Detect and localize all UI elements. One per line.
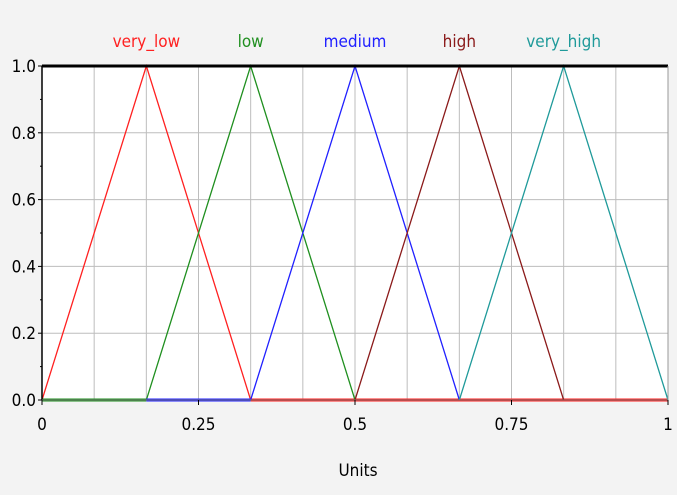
x-tick-label: 1 bbox=[663, 415, 673, 435]
y-axis-ticks: 0.0 0.2 0.4 0.6 0.8 1.0 bbox=[12, 57, 42, 411]
y-tick-label: 1.0 bbox=[12, 57, 36, 77]
legend-item-high: high bbox=[443, 32, 476, 52]
y-tick-label: 0.8 bbox=[12, 124, 36, 144]
legend-item-medium: medium bbox=[324, 32, 387, 52]
x-tick-label: 0 bbox=[37, 415, 47, 435]
x-axis-label: Units bbox=[338, 461, 377, 481]
x-tick-label: 0.25 bbox=[181, 415, 215, 435]
x-tick-label: 0.75 bbox=[494, 415, 528, 435]
legend-item-very_low: very_low bbox=[113, 32, 181, 52]
legend: very_low low medium high very_high bbox=[113, 32, 601, 52]
y-tick-label: 0.0 bbox=[12, 391, 36, 411]
y-tick-label: 0.6 bbox=[12, 191, 36, 211]
legend-item-low: low bbox=[238, 32, 264, 52]
x-axis-ticks: 0 0.25 0.5 0.75 1 bbox=[37, 400, 673, 435]
legend-item-very_high: very_high bbox=[526, 32, 601, 52]
x-tick-label: 0.5 bbox=[343, 415, 367, 435]
y-tick-label: 0.4 bbox=[12, 257, 36, 277]
y-tick-label: 0.2 bbox=[12, 324, 36, 344]
